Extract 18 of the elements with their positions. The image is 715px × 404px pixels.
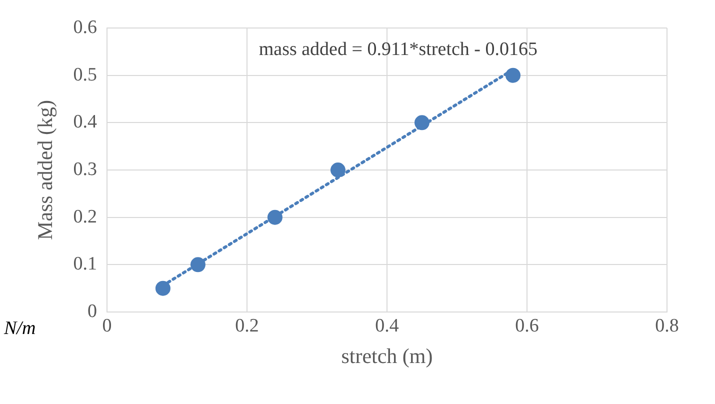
point <box>330 162 346 178</box>
x-tick-label: 0.2 <box>235 315 259 336</box>
text: N/m <box>4 318 36 340</box>
y-tick-label: 0.4 <box>73 112 98 133</box>
x-tick-label: 0 <box>102 315 112 336</box>
y-tick-label: 0.3 <box>73 158 97 180</box>
y-tick-label: 0 <box>87 300 97 322</box>
x-tick-label: 0.4 <box>375 315 400 336</box>
y-tick-label: 0.5 <box>73 64 97 86</box>
y-tick-label: 0.1 <box>73 254 97 275</box>
annotation: mass added = 0.911*stretch - 0.0165 <box>258 38 538 60</box>
y-axis-title: Mass added (kg) <box>33 100 58 240</box>
x-tick-label: 0.6 <box>515 315 539 336</box>
x-tick-label: 0.8 <box>655 315 679 336</box>
x-axis-title: stretch (m) <box>341 344 433 368</box>
y-tick-label: 0.6 <box>73 16 97 38</box>
y-tick-label: 0.2 <box>73 206 97 228</box>
point <box>155 280 170 296</box>
